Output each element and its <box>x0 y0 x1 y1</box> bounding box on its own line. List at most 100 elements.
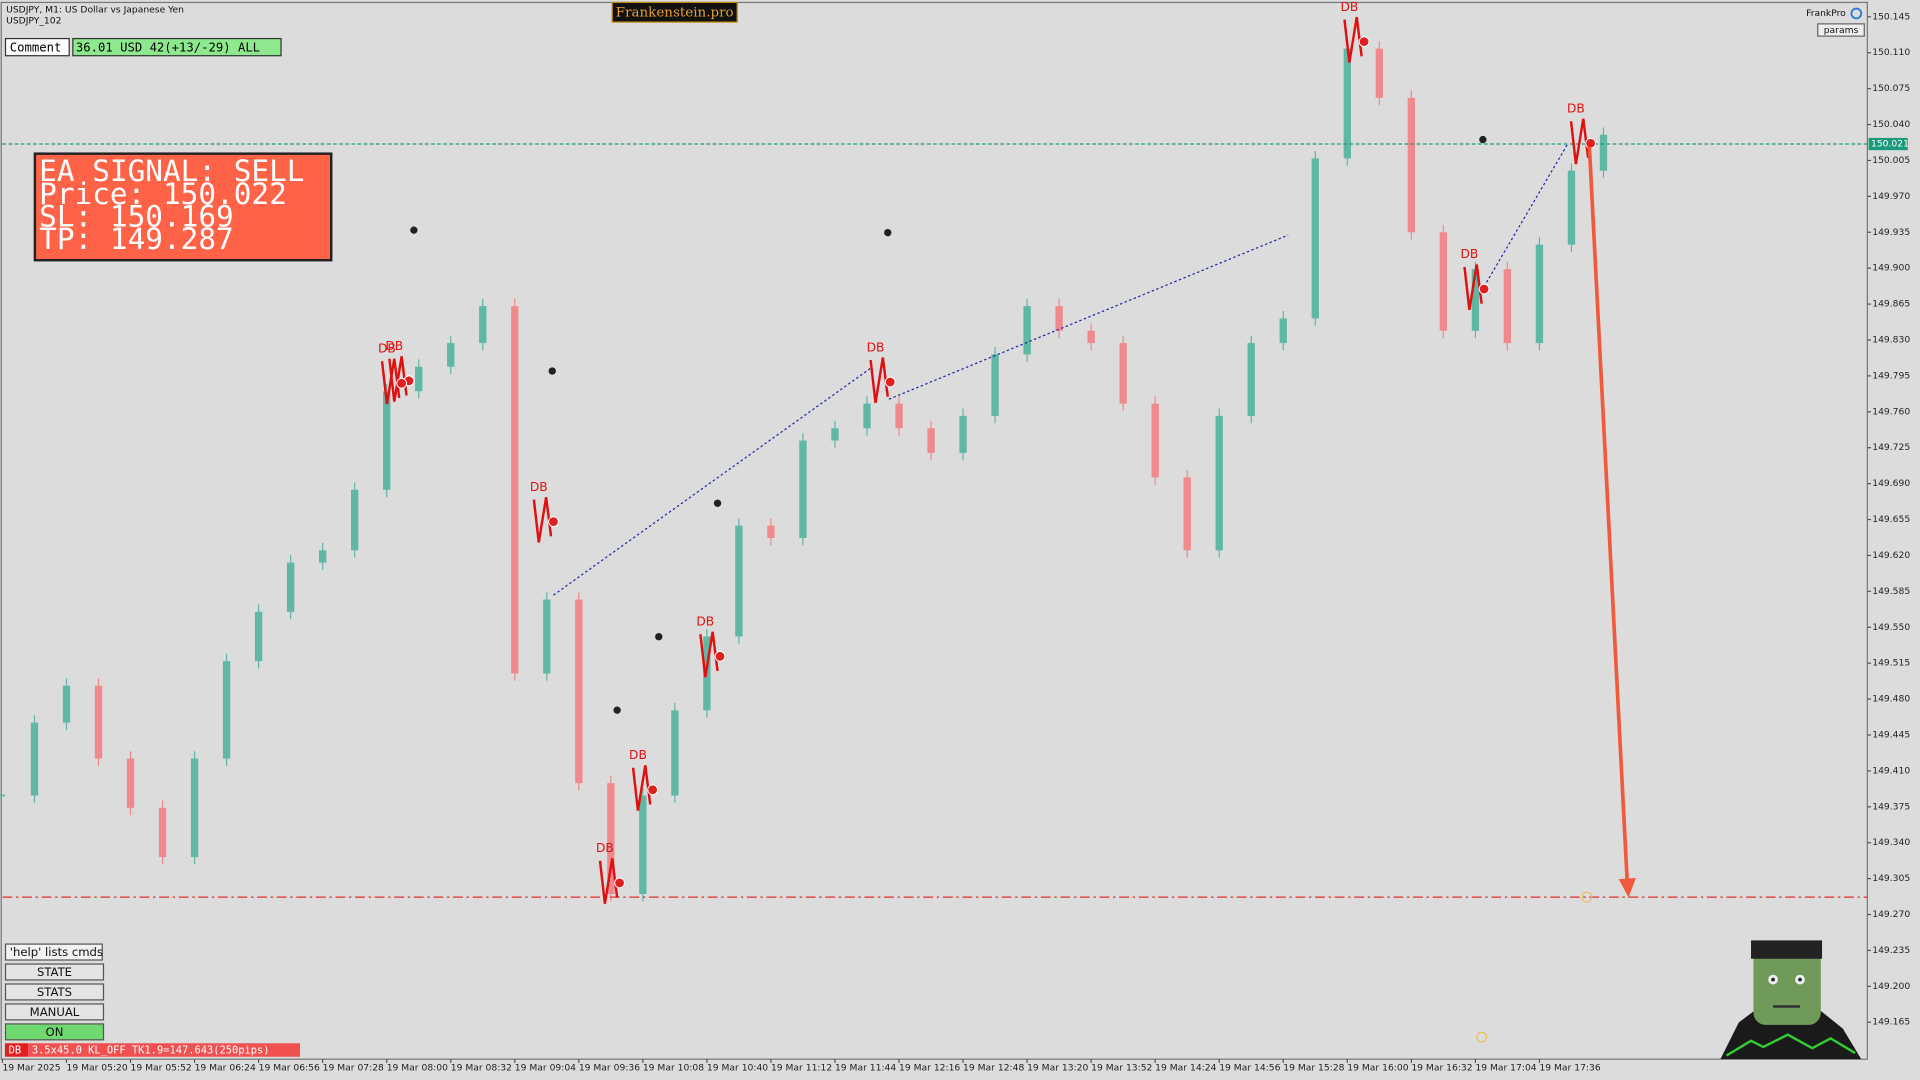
candle <box>126 758 135 808</box>
x-tick-label: 19 Mar 06:56 <box>259 1062 320 1073</box>
candle <box>575 599 583 784</box>
candle <box>735 525 743 637</box>
signal-line: TP: 149.287 <box>39 222 234 256</box>
params-button[interactable] <box>1817 23 1865 37</box>
db-label: DB <box>530 480 548 494</box>
candle <box>1503 269 1512 344</box>
x-tick-label: 19 Mar 08:32 <box>451 1062 512 1073</box>
x-tick-label: 19 Mar 05:52 <box>131 1062 192 1073</box>
x-tick-label: 19 Mar 08:00 <box>387 1062 448 1073</box>
command-button[interactable] <box>4 983 105 1001</box>
y-tick-label: 149.305 <box>1872 873 1910 884</box>
x-tick-label: 19 Mar 16:32 <box>1411 1062 1472 1073</box>
signal-line: SL: 150.169 <box>39 199 234 233</box>
x-tick-label: 19 Mar 11:12 <box>771 1062 832 1073</box>
command-label[interactable]: STATS <box>37 985 72 999</box>
y-tick-label: 149.900 <box>1872 263 1910 274</box>
signal-connector <box>888 234 1289 400</box>
skull-marker <box>884 228 892 237</box>
command-button[interactable] <box>4 1023 105 1041</box>
db-label: DB <box>1460 247 1478 261</box>
plot-border <box>0 1 1868 1060</box>
y-tick-label: 149.690 <box>1872 478 1910 489</box>
signal-line: EA SIGNAL: SELL <box>39 154 304 188</box>
candle <box>479 306 487 344</box>
command-button[interactable] <box>4 1003 105 1021</box>
price-label: 150.021 <box>1871 139 1909 150</box>
user: FrankPro <box>1806 8 1846 19</box>
x-tick-label: 19 Mar 07:28 <box>323 1062 384 1073</box>
candle <box>383 391 391 490</box>
y-tick-label: 149.795 <box>1872 370 1910 381</box>
candle <box>415 366 423 392</box>
command-button[interactable] <box>4 943 103 961</box>
tp-marker <box>1476 1031 1488 1043</box>
candle <box>1183 477 1191 551</box>
y-tick-label: 149.865 <box>1872 299 1910 310</box>
db-label: DB <box>596 841 614 855</box>
trade-marker <box>714 650 726 662</box>
trade-marker <box>1585 137 1596 149</box>
status-tag-box <box>4 1043 29 1057</box>
db-label: DB <box>385 339 403 353</box>
db-pattern <box>532 496 553 543</box>
candle <box>959 415 967 453</box>
candle <box>158 807 167 858</box>
db-label: DB <box>867 340 885 354</box>
candle <box>543 599 551 674</box>
command-label[interactable]: 'help' lists cmds <box>10 945 103 959</box>
candle <box>1439 232 1448 331</box>
db-pattern <box>869 357 889 404</box>
comment-text: 36.01 USD 42(+13/-29) ALL <box>76 40 260 54</box>
db-pattern <box>1463 264 1483 310</box>
trade-marker <box>614 877 625 889</box>
trade-marker <box>1478 283 1490 295</box>
x-tick-label: 19 Mar 11:44 <box>835 1062 896 1073</box>
db-label: DB <box>696 615 714 629</box>
x-tick-label: 19 Mar 06:24 <box>195 1062 256 1073</box>
x-tick-label: 19 Mar 12:48 <box>963 1062 1024 1073</box>
x-tick-label: 19 Mar 10:08 <box>643 1062 704 1073</box>
params-label[interactable]: params <box>1824 25 1859 36</box>
candle <box>991 354 999 416</box>
db-label: DB <box>378 341 396 355</box>
y-tick-label: 149.445 <box>1872 729 1910 740</box>
y-tick-label: 150.005 <box>1872 155 1910 166</box>
candle <box>639 795 647 895</box>
command-label[interactable]: STATE <box>37 965 72 979</box>
forecast-arrow <box>1587 146 1630 885</box>
command-label[interactable]: MANUAL <box>30 1005 80 1019</box>
comment-box <box>72 37 282 57</box>
y-tick-label: 149.760 <box>1872 406 1910 417</box>
db-label: DB <box>629 748 647 762</box>
y-tick-label: 149.235 <box>1872 945 1910 956</box>
candle <box>1535 244 1544 344</box>
candle <box>190 758 199 858</box>
trade-marker <box>396 377 408 389</box>
y-tick-label: 149.655 <box>1872 514 1910 525</box>
candle <box>1055 306 1063 331</box>
db-label: DB <box>1340 0 1358 14</box>
x-tick-label: 19 Mar 09:04 <box>515 1062 576 1073</box>
candle <box>1279 318 1287 344</box>
y-tick-label: 149.270 <box>1872 909 1910 920</box>
y-tick-label: 149.200 <box>1872 981 1910 992</box>
forecast-arrowhead <box>1618 877 1636 898</box>
x-tick-label: 19 Mar 12:16 <box>899 1062 960 1073</box>
candle <box>767 525 775 538</box>
candle <box>1567 170 1576 245</box>
db-pattern <box>631 765 652 811</box>
command-label[interactable]: ON <box>46 1025 64 1039</box>
candle <box>1407 97 1416 233</box>
command-button[interactable] <box>4 963 105 981</box>
x-tick-label: 19 Mar 14:24 <box>1155 1062 1216 1073</box>
trade-marker <box>884 376 896 388</box>
candle <box>318 550 327 563</box>
x-tick-label: 19 Mar 05:20 <box>66 1062 127 1073</box>
tp-marker <box>1581 891 1593 903</box>
x-tick-label: 19 Mar 17:36 <box>1539 1062 1600 1073</box>
x-tick-label: 19 Mar 10:40 <box>707 1062 768 1073</box>
skull-marker <box>1479 135 1487 144</box>
candle <box>447 343 455 367</box>
